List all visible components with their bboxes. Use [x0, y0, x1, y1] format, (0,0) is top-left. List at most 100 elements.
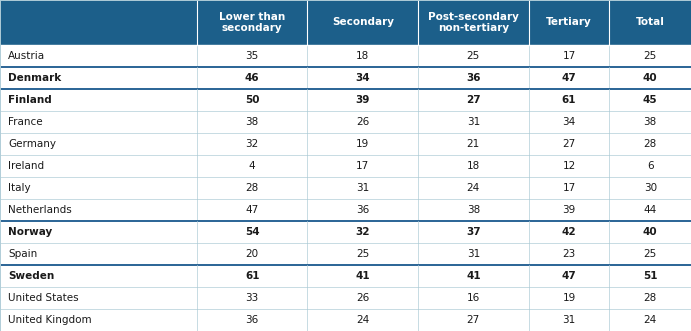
Text: 18: 18: [466, 161, 480, 171]
Text: 34: 34: [355, 73, 370, 83]
Text: 44: 44: [643, 205, 657, 215]
Text: 26: 26: [356, 293, 370, 303]
Text: United States: United States: [8, 293, 79, 303]
Text: 38: 38: [466, 205, 480, 215]
Text: 28: 28: [643, 139, 657, 149]
Bar: [0, 45, 691, 67]
Bar: [0, 199, 691, 221]
Text: United Kingdom: United Kingdom: [8, 315, 92, 325]
Bar: [418, 0, 529, 45]
Bar: [0, 67, 691, 89]
Bar: [609, 0, 691, 45]
Text: 46: 46: [245, 73, 260, 83]
Bar: [0, 287, 691, 309]
Bar: [0, 221, 691, 243]
Text: 35: 35: [245, 51, 259, 61]
Text: France: France: [8, 117, 43, 127]
Text: 33: 33: [245, 293, 259, 303]
Text: 25: 25: [466, 51, 480, 61]
Text: 28: 28: [245, 183, 259, 193]
Text: 17: 17: [562, 183, 576, 193]
Text: 28: 28: [643, 293, 657, 303]
Text: 4: 4: [249, 161, 256, 171]
Text: 23: 23: [562, 249, 576, 259]
Text: 36: 36: [466, 73, 480, 83]
Text: 19: 19: [356, 139, 370, 149]
Text: 25: 25: [643, 249, 657, 259]
Text: 34: 34: [562, 117, 576, 127]
Text: 36: 36: [356, 205, 370, 215]
Text: Total: Total: [636, 17, 665, 27]
Text: Denmark: Denmark: [8, 73, 61, 83]
Text: Sweden: Sweden: [8, 271, 55, 281]
Text: 32: 32: [356, 227, 370, 237]
Text: 18: 18: [356, 51, 370, 61]
Text: 24: 24: [356, 315, 370, 325]
Text: 61: 61: [562, 95, 576, 105]
Bar: [0, 243, 691, 265]
Text: Germany: Germany: [8, 139, 56, 149]
Text: 61: 61: [245, 271, 259, 281]
Text: 6: 6: [647, 161, 654, 171]
Text: 16: 16: [466, 293, 480, 303]
Text: 32: 32: [245, 139, 259, 149]
Text: 27: 27: [562, 139, 576, 149]
Text: Secondary: Secondary: [332, 17, 394, 27]
Text: Post-secondary
non-tertiary: Post-secondary non-tertiary: [428, 12, 519, 33]
Text: Netherlands: Netherlands: [8, 205, 72, 215]
Text: 38: 38: [245, 117, 259, 127]
Text: 41: 41: [355, 271, 370, 281]
Text: 40: 40: [643, 73, 658, 83]
Text: 31: 31: [466, 249, 480, 259]
Text: 24: 24: [643, 315, 657, 325]
Bar: [0, 309, 691, 331]
Text: 25: 25: [643, 51, 657, 61]
Text: 39: 39: [562, 205, 576, 215]
Text: 31: 31: [466, 117, 480, 127]
Text: 27: 27: [466, 315, 480, 325]
Text: 42: 42: [562, 227, 576, 237]
Bar: [0, 89, 691, 111]
Text: 20: 20: [246, 249, 258, 259]
Bar: [529, 0, 609, 45]
Text: Italy: Italy: [8, 183, 31, 193]
Text: Lower than
secondary: Lower than secondary: [219, 12, 285, 33]
Text: 47: 47: [562, 271, 576, 281]
Text: 47: 47: [562, 73, 576, 83]
Text: 41: 41: [466, 271, 481, 281]
Text: Tertiary: Tertiary: [546, 17, 592, 27]
Text: 45: 45: [643, 95, 658, 105]
Text: Ireland: Ireland: [8, 161, 44, 171]
Text: 27: 27: [466, 95, 481, 105]
Text: 38: 38: [643, 117, 657, 127]
Bar: [0, 265, 691, 287]
Text: Spain: Spain: [8, 249, 37, 259]
Text: 17: 17: [562, 51, 576, 61]
Text: 31: 31: [356, 183, 370, 193]
Text: 37: 37: [466, 227, 481, 237]
Bar: [0, 133, 691, 155]
Bar: [0, 111, 691, 133]
Text: 25: 25: [356, 249, 370, 259]
Text: 30: 30: [644, 183, 656, 193]
Text: 12: 12: [562, 161, 576, 171]
Text: 26: 26: [356, 117, 370, 127]
Text: 39: 39: [356, 95, 370, 105]
Bar: [197, 0, 307, 45]
Text: Norway: Norway: [8, 227, 53, 237]
Text: Austria: Austria: [8, 51, 46, 61]
Text: Finland: Finland: [8, 95, 52, 105]
Text: 36: 36: [245, 315, 259, 325]
Text: 54: 54: [245, 227, 260, 237]
Text: 50: 50: [245, 95, 259, 105]
Text: 17: 17: [356, 161, 370, 171]
Bar: [307, 0, 418, 45]
Text: 51: 51: [643, 271, 657, 281]
Text: 40: 40: [643, 227, 658, 237]
Text: 47: 47: [245, 205, 259, 215]
Text: 24: 24: [466, 183, 480, 193]
Bar: [0, 155, 691, 177]
Bar: [0, 0, 197, 45]
Text: 21: 21: [466, 139, 480, 149]
Text: 31: 31: [562, 315, 576, 325]
